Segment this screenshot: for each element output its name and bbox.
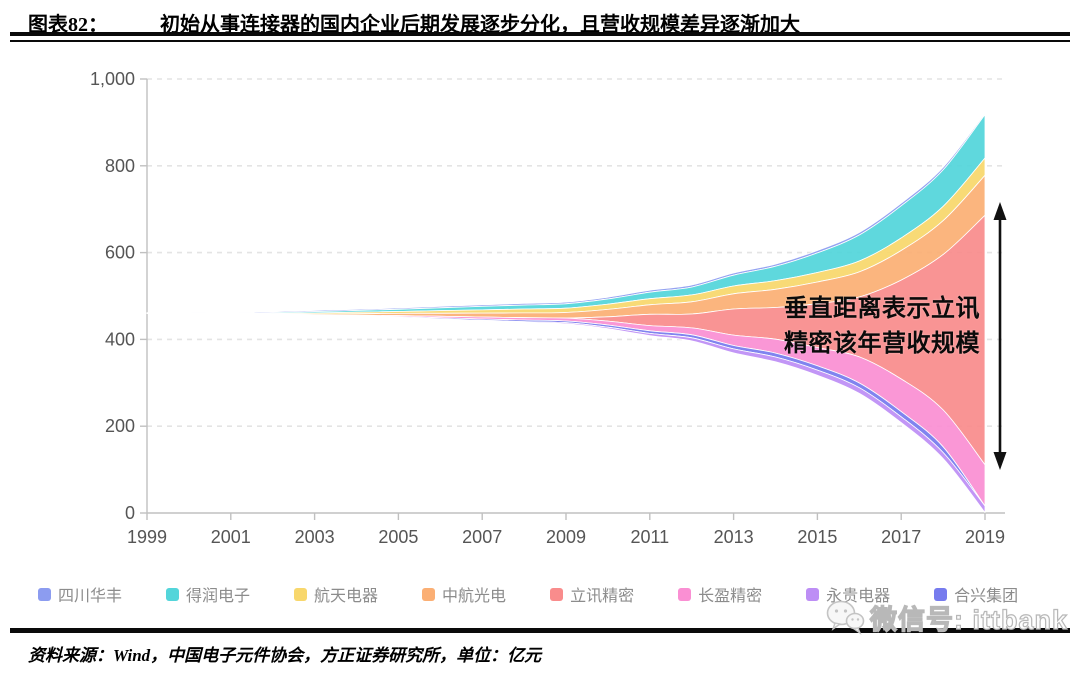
legend-item-2[interactable]: 航天电器 xyxy=(294,582,378,606)
x-tick-label: 1999 xyxy=(127,527,167,547)
source-note: 资料来源：Wind，中国电子元件协会，方正证券研究所，单位：亿元 xyxy=(28,641,541,666)
figure-title: 初始从事连接器的国内企业后期发展逐步分化，且营收规模差异逐渐加大 xyxy=(160,14,800,36)
figure-number: 图表82： xyxy=(28,14,108,36)
footer-rule xyxy=(10,628,1070,633)
legend-swatch-icon xyxy=(166,587,180,601)
legend-label: 得润电子 xyxy=(186,588,251,605)
source-text: 资料来源：Wind，中国电子元件协会，方正证券研究所，单位：亿元 xyxy=(28,646,542,665)
x-tick-label: 2005 xyxy=(378,527,418,547)
legend-swatch-icon xyxy=(38,587,51,601)
annotation-line-2: 精密该年营收规模 xyxy=(784,330,980,357)
header-rule-thin xyxy=(10,40,1070,42)
x-tick-label: 2007 xyxy=(462,527,502,547)
y-tick-label: 0 xyxy=(125,503,135,523)
watermark: 微信号: ittbank xyxy=(825,597,1068,637)
x-tick-label: 2017 xyxy=(881,527,921,547)
y-tick-label: 800 xyxy=(105,156,135,176)
legend-swatch-icon xyxy=(934,587,948,601)
x-tick-label: 2013 xyxy=(714,527,754,547)
span-arrow-head-down xyxy=(993,452,1007,470)
wechat-icon xyxy=(826,600,865,635)
x-tick-label: 2001 xyxy=(211,527,251,547)
legend-swatch-icon xyxy=(678,587,692,601)
legend-item-5[interactable]: 长盈精密 xyxy=(678,582,762,606)
legend-item-1[interactable]: 得润电子 xyxy=(166,582,250,606)
legend-swatch-icon xyxy=(294,587,308,601)
x-tick-label: 2019 xyxy=(965,527,1005,547)
legend-label: 合兴集团 xyxy=(954,588,1019,605)
legend-swatch-icon xyxy=(550,587,564,601)
x-tick-label: 2009 xyxy=(546,527,586,547)
legend-item-7[interactable]: 合兴集团 xyxy=(934,582,1018,606)
chart-legend: 四川华丰 得润电子 航天电器 中航光电 立讯精密 长盈精密 永贵电器 合兴集团 xyxy=(38,582,1070,606)
legend-swatch-icon xyxy=(806,587,820,601)
y-tick-label: 400 xyxy=(105,329,135,349)
y-tick-label: 600 xyxy=(105,243,135,263)
legend-item-4[interactable]: 立讯精密 xyxy=(550,582,634,606)
legend-label: 长盈精密 xyxy=(698,588,763,605)
legend-item-3[interactable]: 中航光电 xyxy=(422,582,506,606)
chart-annotation: 垂直距离表示立讯 精密该年营收规模 xyxy=(784,291,994,361)
stream-band-永贵电器 xyxy=(146,312,986,513)
annotation-line-1: 垂直距离表示立讯 xyxy=(784,295,980,322)
legend-item-0[interactable]: 四川华丰 xyxy=(38,582,122,606)
watermark-text: 微信号: ittbank xyxy=(869,604,1068,635)
x-tick-label: 2011 xyxy=(630,527,669,547)
x-tick-label: 2003 xyxy=(295,527,335,547)
legend-label: 航天电器 xyxy=(314,588,379,605)
y-tick-label: 200 xyxy=(105,416,135,436)
legend-label: 中航光电 xyxy=(442,588,507,605)
stream-chart-svg: 0 200 400 600 800 1,000 1999 2001 2003 2005 2007 20… xyxy=(90,69,1007,547)
legend-label: 立讯精密 xyxy=(570,588,635,605)
y-tick-label: 1,000 xyxy=(90,69,135,89)
stream-chart: 0 200 400 600 800 1,000 1999 2001 2003 2005 2007 20… xyxy=(90,69,1007,547)
legend-swatch-icon xyxy=(422,587,436,601)
span-arrow-head-up xyxy=(993,202,1007,220)
header-rule-thick xyxy=(10,32,1070,36)
x-tick-label: 2015 xyxy=(797,527,837,547)
legend-label: 四川华丰 xyxy=(58,588,123,605)
figure-header: 图表82： 初始从事连接器的国内企业后期发展逐步分化，且营收规模差异逐渐加大 xyxy=(0,8,1080,36)
